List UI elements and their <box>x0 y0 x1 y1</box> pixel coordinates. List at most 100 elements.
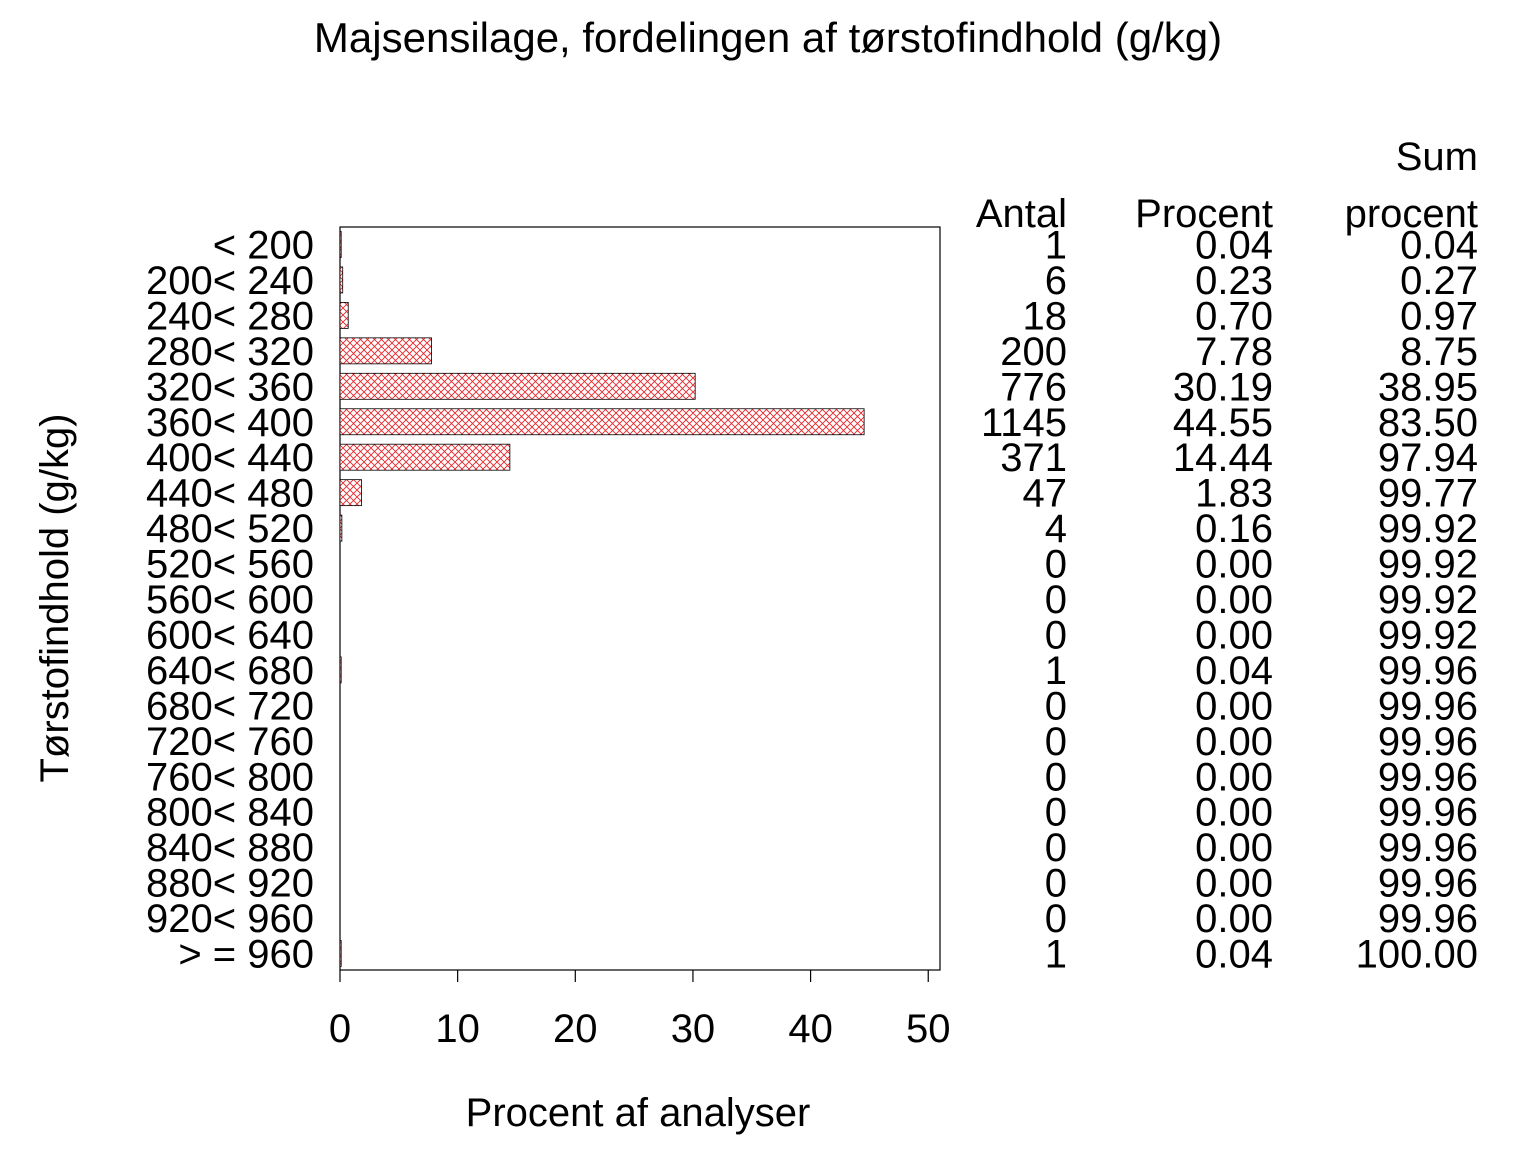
bar <box>339 656 342 684</box>
bar <box>339 337 432 365</box>
category-label: 400< 440 <box>146 436 314 480</box>
table-cell-sum-procent: 99.96 <box>1378 755 1478 799</box>
category-label: 680< 720 <box>146 684 314 728</box>
table-cell-antal: 0 <box>1045 897 1067 941</box>
table-cell-antal: 1145 <box>981 401 1067 445</box>
category-label: 280< 320 <box>146 330 314 374</box>
x-tick-label: 40 <box>788 1007 833 1051</box>
x-axis-label: Procent af analyser <box>466 1091 811 1135</box>
table-cell-antal: 0 <box>1045 755 1067 799</box>
table-cell-procent: 0.00 <box>1195 791 1273 835</box>
table-cell-procent: 0.00 <box>1195 755 1273 799</box>
table-cell-antal: 0 <box>1045 578 1067 622</box>
category-label: > = 960 <box>178 933 314 977</box>
category-label: 520< 560 <box>146 543 314 587</box>
table-cell-procent: 0.00 <box>1195 826 1273 870</box>
category-label: 720< 760 <box>146 720 314 764</box>
table-header-procent: Procent <box>1135 192 1273 236</box>
category-label: 800< 840 <box>146 791 314 835</box>
table-cell-procent: 0.00 <box>1195 684 1273 728</box>
table-cell-procent: 44.55 <box>1173 401 1273 445</box>
table-cell-procent: 0.00 <box>1195 897 1273 941</box>
table-cell-sum-procent: 83.50 <box>1378 401 1478 445</box>
x-tick-label: 30 <box>671 1007 716 1051</box>
table-cell-antal: 0 <box>1045 613 1067 657</box>
category-label: 240< 280 <box>146 294 314 338</box>
table-cell-procent: 0.04 <box>1195 224 1273 268</box>
table-cell-procent: 0.00 <box>1195 862 1273 906</box>
category-label: 480< 520 <box>146 507 314 551</box>
table-cell-antal: 0 <box>1045 720 1067 764</box>
plot-frame <box>339 226 941 971</box>
table-cell-sum-procent: 0.04 <box>1400 224 1478 268</box>
table-cell-antal: 4 <box>1045 507 1067 551</box>
table-cell-sum-procent: 99.77 <box>1378 472 1478 516</box>
table-cell-antal: 1 <box>1045 649 1067 693</box>
table-cell-antal: 6 <box>1045 259 1067 303</box>
table-cell-procent: 1.83 <box>1195 472 1273 516</box>
category-label: 920< 960 <box>146 897 314 941</box>
table-cell-sum-procent: 0.27 <box>1400 259 1478 303</box>
table-cell-sum-procent: 8.75 <box>1400 330 1478 374</box>
bar <box>339 443 511 471</box>
table-cell-antal: 0 <box>1045 862 1067 906</box>
summary-table: 1 0.04 0.04 6 0.23 0.27 18 0.70 0.97 200 7.78 8.75 7… <box>981 224 1478 977</box>
table-cell-antal: 776 <box>1000 365 1067 409</box>
table-cell-procent: 7.78 <box>1195 330 1273 374</box>
table-cell-procent: 14.44 <box>1173 436 1273 480</box>
category-label: 360< 400 <box>146 401 314 445</box>
table-cell-sum-procent: 99.92 <box>1378 543 1478 587</box>
table-cell-sum-procent: 0.97 <box>1400 294 1478 338</box>
table-cell-antal: 0 <box>1045 791 1067 835</box>
table-cell-procent: 0.23 <box>1195 259 1273 303</box>
table-cell-antal: 371 <box>1000 436 1067 480</box>
bar <box>339 408 865 436</box>
table-cell-sum-procent: 99.96 <box>1378 720 1478 764</box>
table-header-sum-line1: Sum <box>1396 135 1478 179</box>
category-label: < 200 <box>213 224 314 268</box>
table-cell-procent: 0.16 <box>1195 507 1273 551</box>
bar <box>339 231 342 258</box>
bar <box>339 479 362 507</box>
x-axis-ticks: 0 10 20 30 40 50 <box>329 970 951 1051</box>
category-label: 840< 880 <box>146 826 314 870</box>
bar <box>339 514 343 542</box>
table-cell-sum-procent: 99.96 <box>1378 862 1478 906</box>
category-label: 560< 600 <box>146 578 314 622</box>
table-cell-sum-procent: 99.92 <box>1378 578 1478 622</box>
x-tick-label: 10 <box>435 1007 480 1051</box>
x-tick-label: 20 <box>553 1007 598 1051</box>
table-cell-procent: 0.00 <box>1195 613 1273 657</box>
category-label: 320< 360 <box>146 365 314 409</box>
table-cell-antal: 200 <box>1000 330 1067 374</box>
y-axis-label: Tørstofindhold (g/kg) <box>33 413 77 782</box>
table-cell-sum-procent: 99.96 <box>1378 649 1478 693</box>
table-cell-antal: 1 <box>1045 933 1067 977</box>
table-cell-antal: 18 <box>1023 294 1068 338</box>
bars <box>339 231 865 967</box>
table-header-sum-line2: procent <box>1345 192 1478 236</box>
table-cell-procent: 0.04 <box>1195 933 1273 977</box>
table-cell-procent: 0.00 <box>1195 543 1273 587</box>
bar <box>339 940 342 967</box>
table-cell-procent: 0.70 <box>1195 294 1273 338</box>
bar <box>339 301 349 329</box>
table-cell-sum-procent: 99.92 <box>1378 613 1478 657</box>
table-header-antal: Antal <box>976 192 1067 236</box>
category-label: 200< 240 <box>146 259 314 303</box>
table-cell-antal: 47 <box>1023 472 1068 516</box>
category-label: 600< 640 <box>146 613 314 657</box>
table-cell-sum-procent: 97.94 <box>1378 436 1478 480</box>
table-cell-sum-procent: 100.00 <box>1356 933 1478 977</box>
chart-title: Majsensilage, fordelingen af tørstofindh… <box>314 14 1222 61</box>
table-cell-sum-procent: 99.96 <box>1378 897 1478 941</box>
category-label: 880< 920 <box>146 862 314 906</box>
category-label: 440< 480 <box>146 472 314 516</box>
table-cell-sum-procent: 99.96 <box>1378 684 1478 728</box>
table-cell-procent: 30.19 <box>1173 365 1273 409</box>
x-tick-label: 50 <box>906 1007 951 1051</box>
table-cell-procent: 0.00 <box>1195 720 1273 764</box>
table-cell-sum-procent: 99.96 <box>1378 826 1478 870</box>
